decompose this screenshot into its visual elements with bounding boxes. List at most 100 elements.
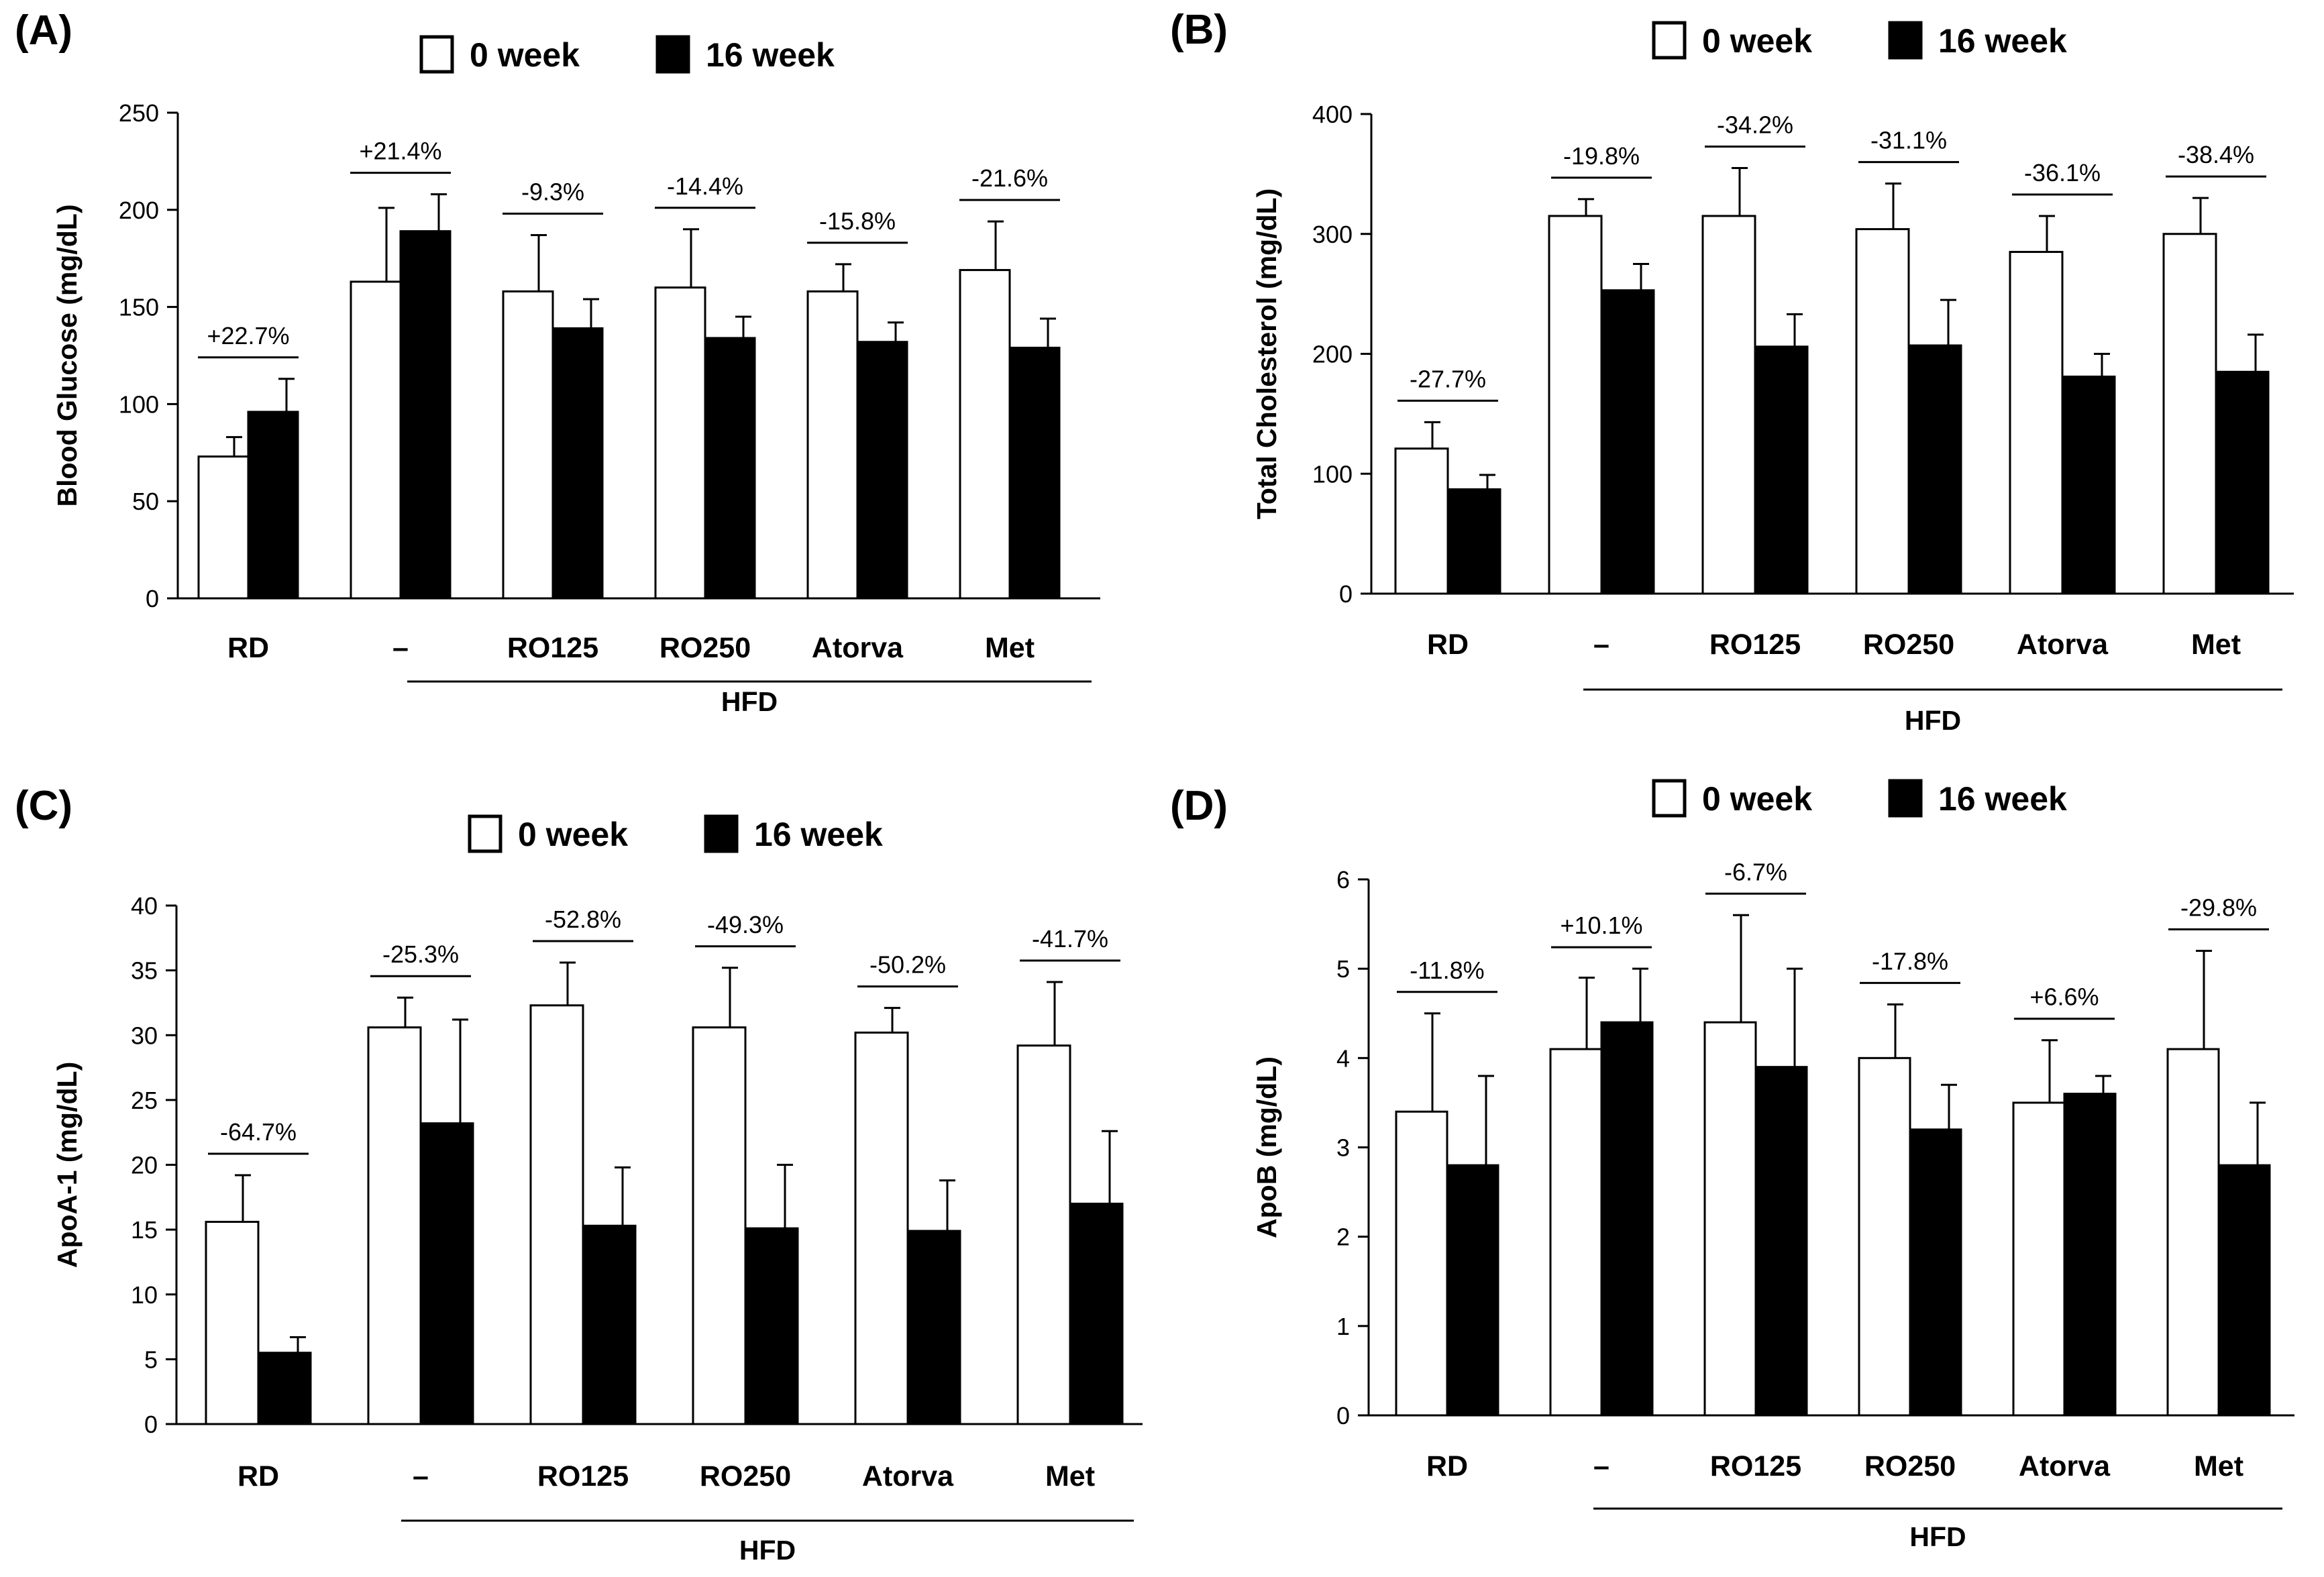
percent-change-label: -25.3% [382, 940, 459, 968]
chart-panel-c: (C) 0 week 16 week 0 5 10 15 20 25 30 35 40 ApoA-1 (… [15, 783, 1143, 1566]
legend: 0 week 16 week [1652, 21, 2067, 60]
legend-swatch-0-week [468, 814, 503, 853]
y-tick-label: 50 [132, 488, 159, 515]
panel-label: (A) [15, 7, 72, 54]
panel-label: (D) [1170, 783, 1228, 829]
percent-change-label: -31.1% [1870, 127, 1947, 154]
x-category-label: RO125 [537, 1460, 629, 1492]
bar-0-week [2012, 1101, 2066, 1417]
bar-16-week [1907, 344, 1962, 595]
legend: 0 week 16 week [419, 35, 835, 74]
legend-swatch-16-week [1888, 779, 1923, 818]
percent-change-label: +10.1% [1560, 912, 1642, 939]
bar-0-week [350, 280, 402, 600]
y-tick-label: 4 [1336, 1044, 1350, 1072]
y-axis-title: Total Cholesterol (mg/dL) [1251, 188, 1282, 520]
bar-0-week [2162, 233, 2217, 595]
percent-change-label: +22.7% [207, 322, 289, 349]
y-tick-label: 150 [119, 294, 159, 321]
bar-16-week [2215, 370, 2270, 595]
y-axis-title: ApoB (mg/dL) [1251, 1056, 1282, 1238]
bar-16-week [1069, 1202, 1124, 1425]
bar-0-week [2166, 1048, 2220, 1417]
y-axis-title: Blood Glucose (mg/dL) [52, 205, 83, 507]
y-tick-label: 0 [144, 1411, 158, 1438]
legend-label-0-week: 0 week [518, 816, 628, 853]
y-tick-label: 10 [131, 1281, 158, 1309]
bar-0-week [1858, 1056, 1911, 1417]
legend-swatch-0-week [1652, 779, 1687, 818]
bar-0-week [959, 269, 1011, 600]
bar-16-week [1446, 488, 1501, 595]
group-label-hfd: HFD [721, 686, 778, 717]
percent-change-label: -21.6% [971, 164, 1048, 192]
bar-0-week [197, 455, 250, 600]
bar-16-week [247, 411, 299, 600]
bar-0-week [367, 1026, 422, 1425]
legend-label-16-week: 16 week [1938, 22, 2067, 60]
x-category-label: RO125 [1710, 1450, 1801, 1482]
percent-change-label: -17.8% [1872, 947, 1948, 975]
bar-0-week [654, 286, 706, 600]
x-category-label: – [413, 1460, 429, 1492]
y-tick-label: 400 [1312, 101, 1353, 128]
panel-label: (C) [15, 783, 72, 829]
y-tick-label: 5 [1336, 955, 1350, 983]
y-tick-label: 30 [131, 1022, 158, 1049]
bar-16-week [2061, 375, 2116, 595]
legend-swatch-0-week [419, 35, 454, 74]
x-category-label: Atorva [812, 632, 904, 664]
percent-change-label: -64.7% [220, 1118, 297, 1146]
bar-0-week [529, 1004, 584, 1425]
y-tick-label: 1 [1336, 1313, 1350, 1340]
y-tick-label: 25 [131, 1087, 158, 1114]
group-label-hfd: HFD [739, 1535, 796, 1566]
x-category-label: RD [227, 632, 269, 664]
bar-0-week [1703, 1021, 1757, 1417]
legend-label-16-week: 16 week [1938, 780, 2067, 818]
percent-change-label: -27.7% [1410, 365, 1486, 392]
x-category-label: Met [2191, 629, 2241, 661]
x-category-label: RO250 [1863, 629, 1954, 661]
bar-0-week [1549, 1048, 1603, 1417]
percent-change-label: -50.2% [869, 951, 946, 979]
bar-16-week [399, 230, 452, 600]
y-tick-label: 6 [1336, 866, 1350, 893]
percent-change-label: -29.8% [2180, 894, 2257, 922]
bar-16-week [1600, 289, 1655, 595]
y-tick-label: 2 [1336, 1223, 1350, 1251]
bar-0-week [2009, 251, 2064, 595]
x-category-label: – [1593, 1450, 1609, 1482]
x-category-label: RD [1426, 1450, 1468, 1482]
bar-0-week [1701, 215, 1756, 595]
bar-0-week [806, 290, 859, 600]
x-category-label: RO250 [659, 632, 751, 664]
y-tick-label: 100 [1312, 460, 1353, 488]
y-tick-label: 0 [1339, 580, 1353, 608]
panel-label: (B) [1170, 7, 1228, 53]
bar-0-week [1855, 228, 1910, 595]
bar-16-week [1446, 1164, 1499, 1417]
percent-change-label: -34.2% [1717, 111, 1793, 138]
percent-change-label: -41.7% [1032, 925, 1108, 953]
bar-16-week [419, 1122, 474, 1425]
bar-0-week [1016, 1044, 1071, 1425]
y-axis-title: ApoA-1 (mg/dL) [52, 1062, 83, 1268]
y-tick-label: 5 [144, 1346, 158, 1373]
bar-16-week [1909, 1128, 1962, 1417]
legend-label-0-week: 0 week [470, 36, 580, 74]
percent-change-label: -52.8% [545, 906, 621, 933]
bar-16-week [1754, 345, 1809, 595]
y-tick-label: 0 [1336, 1402, 1350, 1429]
chart-panel-b: (B) 0 week 16 week 0 100 200 300 400 Total Chole… [1170, 7, 2294, 736]
y-tick-label: 200 [1312, 341, 1353, 368]
percent-change-label: -49.3% [707, 911, 784, 938]
legend-label-16-week: 16 week [754, 816, 883, 853]
bar-16-week [582, 1224, 637, 1425]
x-category-label: Met [2194, 1450, 2243, 1482]
x-category-label: Atorva [2019, 1450, 2111, 1482]
y-tick-label: 0 [146, 585, 159, 612]
x-category-label: RO125 [1709, 629, 1801, 661]
legend-swatch-16-week [704, 814, 739, 853]
x-category-label: RO250 [1864, 1450, 1956, 1482]
